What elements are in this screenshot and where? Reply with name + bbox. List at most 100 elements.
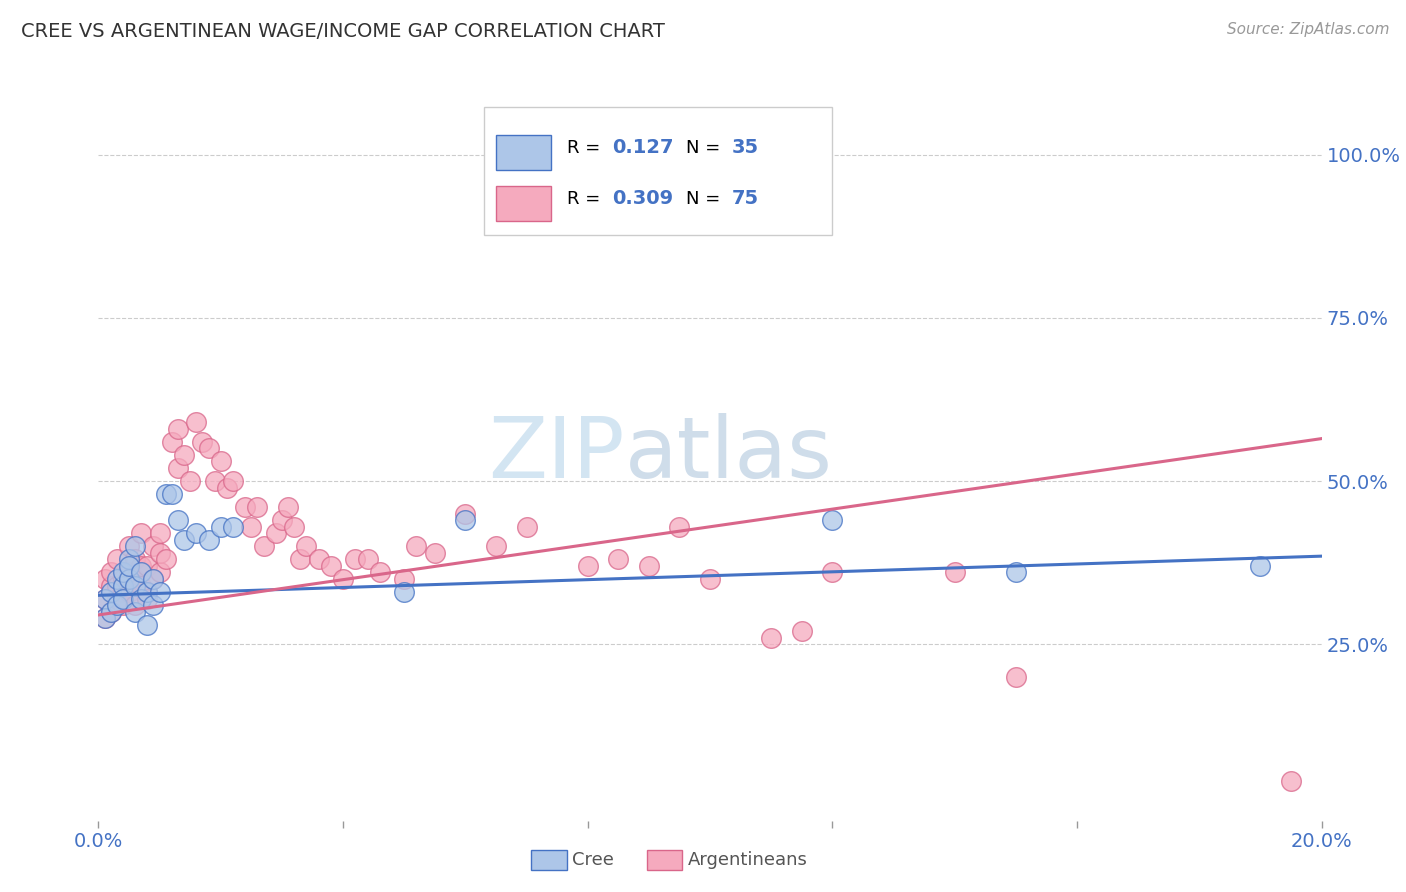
Text: N =: N = [686,190,725,208]
Point [93,572,115,586]
Point [111,585,134,599]
Point [111,591,134,606]
Point [821,513,844,527]
Point [93,591,115,606]
Text: N =: N = [686,139,725,157]
Point [821,566,844,580]
Point [356,552,378,566]
Point [344,552,367,566]
Point [124,572,146,586]
Point [100,605,122,619]
Point [142,598,165,612]
Point [129,526,152,541]
Point [124,605,146,619]
Point [215,481,238,495]
Point [167,513,190,527]
Text: Argentineans: Argentineans [688,851,807,869]
Point [576,558,599,573]
Point [155,552,177,566]
Point [454,513,477,527]
Text: R =: R = [567,139,606,157]
Point [93,611,115,625]
Point [149,585,172,599]
Point [111,572,134,586]
Point [699,572,721,586]
Point [124,578,146,592]
Text: atlas: atlas [624,413,832,497]
Point [270,513,292,527]
Text: 0.309: 0.309 [612,189,673,209]
Point [209,454,232,468]
Point [246,500,269,515]
Point [173,533,195,547]
Text: 0.127: 0.127 [612,138,673,157]
Point [105,552,128,566]
Point [264,526,287,541]
Point [197,442,219,456]
Point [173,448,195,462]
Point [1004,566,1026,580]
Point [485,539,508,553]
Point [111,598,134,612]
Text: 75: 75 [733,189,759,209]
Point [142,539,165,553]
Point [136,591,159,606]
Point [118,552,141,566]
Point [105,591,128,606]
Point [252,539,274,553]
Point [129,578,152,592]
Point [136,617,159,632]
Point [105,598,128,612]
Point [759,631,782,645]
Point [637,558,661,573]
Point [1279,774,1302,789]
Point [129,558,152,573]
Point [105,578,128,592]
Text: R =: R = [567,190,606,208]
Point [222,474,245,488]
Point [100,566,122,580]
Point [295,539,318,553]
Point [332,572,354,586]
Point [111,566,134,580]
FancyBboxPatch shape [496,135,551,169]
Point [1004,670,1026,684]
Text: CREE VS ARGENTINEAN WAGE/INCOME GAP CORRELATION CHART: CREE VS ARGENTINEAN WAGE/INCOME GAP CORR… [21,22,665,41]
Text: ZIP: ZIP [488,413,624,497]
Point [155,487,177,501]
Point [105,572,128,586]
Point [516,520,538,534]
Point [100,585,122,599]
Point [118,572,141,586]
Point [111,578,134,592]
Point [222,520,245,534]
Point [790,624,813,639]
Point [160,434,183,449]
Point [186,415,208,429]
Point [308,552,330,566]
Point [124,598,146,612]
Point [124,539,146,553]
Point [136,585,159,599]
Point [142,572,165,586]
Point [124,552,146,566]
Point [186,526,208,541]
Point [129,566,152,580]
Point [149,526,172,541]
Text: Cree: Cree [572,851,614,869]
Point [93,591,115,606]
Point [136,585,159,599]
Point [118,539,141,553]
FancyBboxPatch shape [484,108,832,235]
Point [233,500,256,515]
Point [191,434,214,449]
Point [319,558,342,573]
Point [290,552,312,566]
Point [149,546,172,560]
Point [100,605,122,619]
Point [454,507,477,521]
Point [405,539,427,553]
Point [277,500,299,515]
Text: 35: 35 [733,138,759,157]
Point [149,566,172,580]
